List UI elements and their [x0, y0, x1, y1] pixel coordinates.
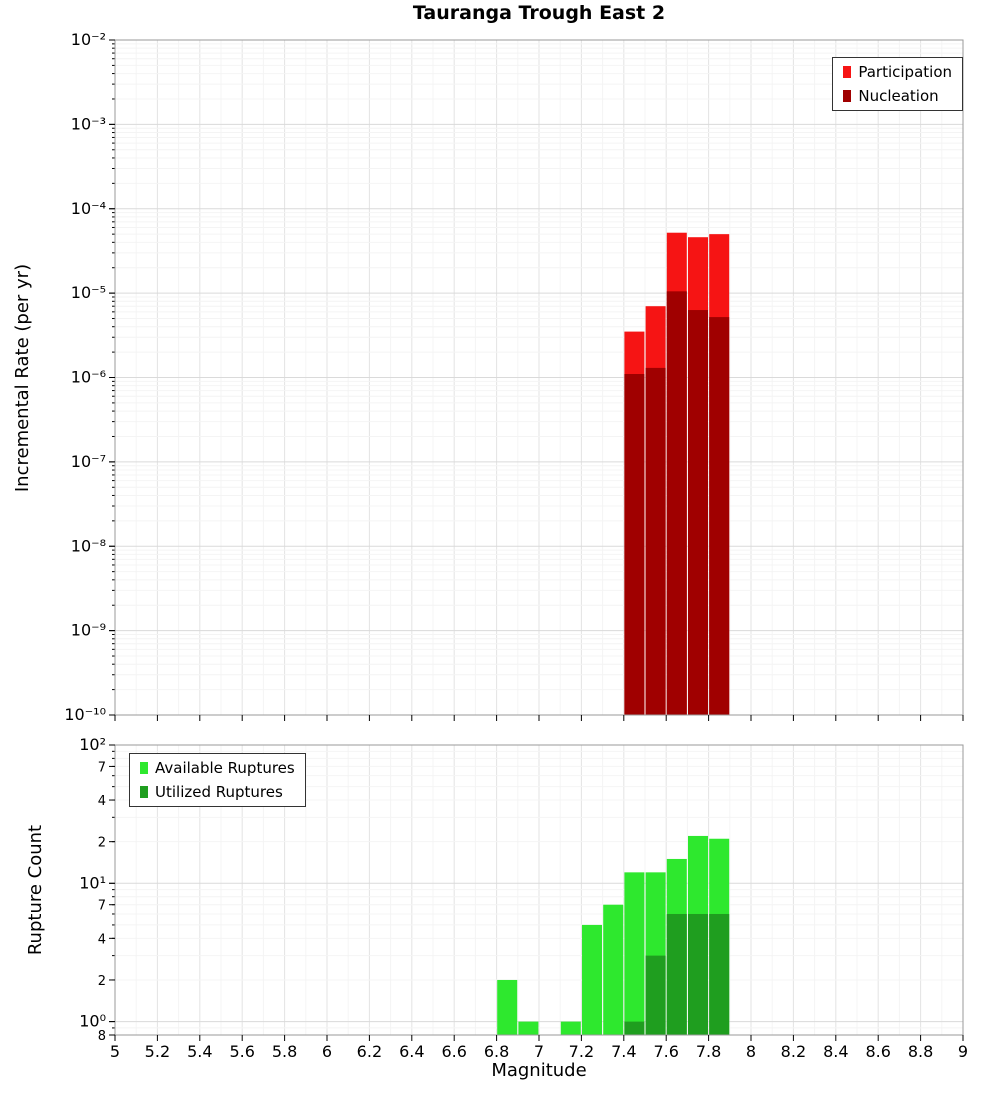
svg-text:5.4: 5.4 [187, 1042, 212, 1061]
x-axis-label: Magnitude [491, 1060, 587, 1081]
svg-text:6.8: 6.8 [484, 1042, 509, 1061]
available-ruptures-swatch-icon [140, 762, 148, 774]
svg-text:8: 8 [98, 1029, 106, 1044]
svg-text:7: 7 [98, 899, 106, 914]
svg-text:10⁻³: 10⁻³ [71, 114, 106, 133]
svg-text:6: 6 [322, 1042, 332, 1061]
svg-text:9: 9 [958, 1042, 968, 1061]
svg-text:5.2: 5.2 [145, 1042, 170, 1061]
svg-text:8.8: 8.8 [908, 1042, 933, 1061]
svg-text:8.4: 8.4 [823, 1042, 848, 1061]
svg-text:10⁻⁷: 10⁻⁷ [71, 452, 106, 471]
svg-text:6.2: 6.2 [357, 1042, 382, 1061]
svg-text:10¹: 10¹ [79, 873, 106, 892]
legend-item-utilized-ruptures: Utilized Ruptures [134, 780, 301, 804]
legend-label-nucleation: Nucleation [858, 87, 939, 105]
legend-item-nucleation: Nucleation [837, 84, 958, 108]
utilized-ruptures-swatch-icon [140, 786, 148, 798]
svg-text:7.6: 7.6 [653, 1042, 678, 1061]
svg-text:7: 7 [534, 1042, 544, 1061]
chart-title: Tauranga Trough East 2 [412, 2, 666, 24]
svg-text:8.6: 8.6 [865, 1042, 890, 1061]
legend-item-available-ruptures: Available Ruptures [134, 756, 301, 780]
legend-label-available-ruptures: Available Ruptures [155, 759, 295, 777]
svg-text:10⁰: 10⁰ [79, 1012, 106, 1031]
svg-text:7.4: 7.4 [611, 1042, 636, 1061]
svg-text:6.6: 6.6 [441, 1042, 466, 1061]
legend-label-utilized-ruptures: Utilized Ruptures [155, 783, 283, 801]
legend-label-participation: Participation [858, 63, 952, 81]
svg-text:10⁻²: 10⁻² [71, 30, 106, 49]
svg-text:4: 4 [98, 932, 106, 947]
svg-text:5.6: 5.6 [229, 1042, 254, 1061]
svg-text:10⁻⁸: 10⁻⁸ [71, 536, 106, 555]
count-legend: Available Ruptures Utilized Ruptures [129, 753, 306, 807]
svg-text:4: 4 [98, 794, 106, 809]
svg-text:10⁻⁴: 10⁻⁴ [71, 199, 106, 218]
svg-text:5: 5 [110, 1042, 120, 1061]
svg-text:7.2: 7.2 [569, 1042, 594, 1061]
rate-legend: Participation Nucleation [832, 57, 963, 111]
svg-text:8: 8 [746, 1042, 756, 1061]
nucleation-swatch-icon [843, 90, 852, 102]
svg-text:2: 2 [98, 836, 106, 851]
svg-text:7.8: 7.8 [696, 1042, 721, 1061]
svg-text:10⁻⁵: 10⁻⁵ [71, 283, 106, 302]
svg-text:7: 7 [98, 760, 106, 775]
participation-swatch-icon [843, 66, 852, 78]
svg-text:10⁻⁶: 10⁻⁶ [71, 368, 106, 387]
svg-text:2: 2 [98, 974, 106, 989]
legend-item-participation: Participation [837, 60, 958, 84]
svg-text:8.2: 8.2 [781, 1042, 806, 1061]
svg-text:10⁻¹⁰: 10⁻¹⁰ [64, 705, 106, 724]
svg-text:5.8: 5.8 [272, 1042, 297, 1061]
svg-text:10²: 10² [79, 735, 106, 754]
svg-text:10⁻⁹: 10⁻⁹ [71, 621, 106, 640]
svg-text:6.4: 6.4 [399, 1042, 424, 1061]
